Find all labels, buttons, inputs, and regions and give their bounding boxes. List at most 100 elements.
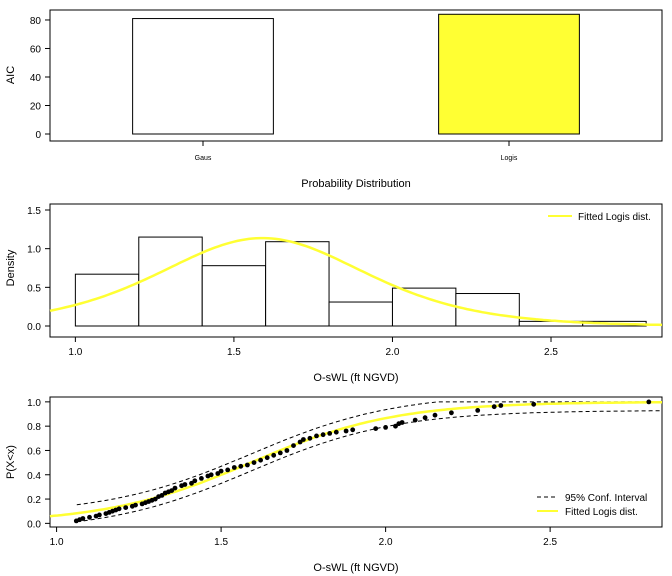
- aic-plot-frame: [49, 9, 663, 142]
- aic-y-label: AIC: [5, 66, 17, 84]
- density-y-tick-label: 1.5: [27, 206, 41, 217]
- empirical-cdf-points: [73, 399, 652, 524]
- aic-x-tick-label: Logis: [501, 155, 518, 162]
- cdf-data-point: [225, 467, 231, 473]
- density-y-tick-label: 1.0: [27, 245, 41, 256]
- cdf-data-point: [491, 404, 497, 410]
- cdf-data-point: [291, 443, 296, 448]
- cdf-data-point: [297, 439, 303, 445]
- aic-bar-panel: 0 20 40 60 80 Gaus Logis AIC Probability Dist…: [5, 9, 663, 190]
- cdf-data-point: [333, 429, 339, 435]
- cdf-data-point: [215, 471, 221, 476]
- cdf-data-point: [231, 465, 237, 470]
- cdf-y-tick-label: 0.2: [27, 495, 41, 506]
- density-panel: 0.0 0.5 1.0 1.5 1.0 1.5 2.0 2.5 Density O-sWL …: [5, 203, 663, 384]
- density-plot-frame: [49, 203, 663, 338]
- cdf-data-point: [189, 480, 194, 486]
- cdf-data-point: [475, 408, 481, 413]
- cdf-y-tick-label: 1.0: [27, 398, 41, 409]
- density-x-label: O-sWL (ft NGVD): [313, 372, 398, 384]
- histogram-bar: [138, 236, 203, 327]
- density-x-tick-label: 2.5: [544, 347, 558, 358]
- cdf-data-point: [97, 512, 102, 518]
- cdf-data-point: [192, 478, 198, 484]
- cdf-legend: 95% Conf. Interval Fitted Logis dist.: [537, 493, 647, 518]
- cdf-y-tick-label: 0.4: [27, 471, 41, 482]
- cdf-data-point: [314, 433, 319, 439]
- histogram-bars: [74, 236, 647, 327]
- cdf-data-point: [301, 437, 306, 442]
- cdf-data-point: [271, 452, 277, 458]
- density-y-label: Density: [5, 249, 17, 286]
- histogram-bar: [201, 265, 267, 327]
- density-y-tick-label: 0.0: [27, 322, 41, 333]
- histogram-bar: [265, 241, 330, 327]
- cdf-data-point: [320, 432, 326, 438]
- cdf-legend-ci-label: 95% Conf. Interval: [565, 493, 647, 504]
- cdf-data-point: [307, 435, 313, 441]
- cdf-data-point: [498, 403, 504, 408]
- cdf-x-tick-label: 1.0: [50, 537, 64, 548]
- cdf-data-point: [422, 415, 428, 421]
- cdf-y-tick-label: 0.8: [27, 422, 41, 433]
- aic-y-tick-label: 20: [30, 101, 42, 112]
- cdf-data-point: [350, 427, 356, 433]
- cdf-data-point: [531, 401, 537, 407]
- cdf-data-point: [383, 425, 388, 430]
- cdf-x-label: O-sWL (ft NGVD): [313, 562, 398, 574]
- cdf-data-point: [251, 460, 257, 465]
- density-legend: Fitted Logis dist.: [548, 212, 651, 223]
- cdf-data-point: [277, 450, 283, 456]
- histogram-bar: [328, 301, 393, 327]
- cdf-y-label: P(X<x): [5, 445, 17, 479]
- cdf-data-point: [169, 488, 175, 493]
- cdf-data-point: [258, 457, 263, 463]
- aic-y-tick-label: 60: [30, 44, 42, 55]
- aic-bars: [132, 13, 580, 135]
- density-y-axis: 0.0 0.5 1.0 1.5: [27, 206, 50, 333]
- cdf-data-point: [343, 428, 349, 434]
- density-x-axis: 1.0 1.5 2.0 2.5: [68, 337, 558, 358]
- aic-x-axis: Gaus Logis: [195, 141, 518, 162]
- cdf-x-tick-label: 1.5: [214, 537, 228, 548]
- aic-y-tick-label: 0: [35, 130, 41, 141]
- cdf-data-point: [123, 505, 129, 510]
- cdf-x-axis: 1.0 1.5 2.0 2.5: [50, 527, 558, 548]
- cdf-data-point: [182, 482, 188, 487]
- aic-x-label: Probability Distribution: [301, 178, 410, 190]
- cdf-data-point: [393, 423, 398, 429]
- cdf-data-point: [159, 493, 165, 498]
- aic-bar-logis: [438, 13, 580, 135]
- cdf-data-point: [284, 448, 290, 453]
- cdf-data-point: [208, 472, 214, 478]
- cdf-data-point: [172, 485, 178, 491]
- histogram-bar: [74, 273, 140, 327]
- density-legend-label: Fitted Logis dist.: [578, 212, 651, 223]
- cdf-data-point: [238, 463, 244, 469]
- aic-y-tick-label: 80: [30, 16, 42, 27]
- density-x-tick-label: 1.0: [68, 347, 82, 358]
- cdf-y-tick-label: 0.6: [27, 446, 41, 457]
- density-x-tick-label: 2.0: [386, 347, 400, 358]
- cdf-data-point: [199, 476, 204, 481]
- aic-x-tick-label: Gaus: [195, 155, 212, 162]
- cdf-data-point: [87, 514, 92, 520]
- cdf-panel: 0.0 0.2 0.4 0.6 0.8 1.0 1.0 1.5 2.0 2.5 P(X<x) O…: [5, 396, 663, 574]
- cdf-data-point: [133, 502, 138, 508]
- fitted-logis-density-curve: [49, 236, 663, 327]
- conf-interval-upper-line: [76, 401, 662, 506]
- cdf-legend-fit-label: Fitted Logis dist.: [565, 507, 638, 518]
- cdf-data-point: [327, 431, 333, 436]
- cdf-x-tick-label: 2.5: [543, 537, 557, 548]
- cdf-data-point: [399, 420, 405, 425]
- cdf-data-point: [80, 516, 86, 521]
- cdf-data-point: [152, 496, 158, 502]
- cdf-data-point: [218, 468, 224, 474]
- cdf-x-tick-label: 2.0: [379, 537, 393, 548]
- cdf-data-point: [116, 506, 122, 512]
- cdf-y-axis: 0.0 0.2 0.4 0.6 0.8 1.0: [27, 398, 50, 530]
- aic-bar-gaus: [132, 18, 274, 135]
- cdf-data-point: [432, 412, 438, 418]
- density-y-tick-label: 0.5: [27, 283, 41, 294]
